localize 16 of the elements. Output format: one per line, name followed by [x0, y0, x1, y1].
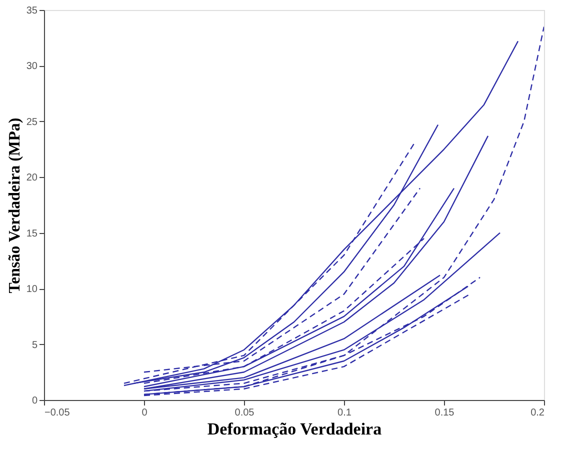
y-tick-label: 35 — [26, 6, 38, 16]
x-tick-label: 0.05 — [234, 408, 255, 418]
x-tick-label: 0.2 — [530, 408, 545, 418]
y-tick-label: 0 — [32, 396, 38, 406]
y-axis-title: Tensão Verdadeira (MPa) — [6, 118, 24, 294]
y-tick-label: 5 — [32, 340, 38, 351]
x-axis-title: Deformação Verdadeira — [207, 420, 382, 438]
x-tick-label: −0.05 — [44, 408, 70, 418]
x-tick-label: 0.1 — [338, 408, 352, 418]
y-tick-label: 25 — [26, 116, 38, 128]
y-tick-label: 10 — [26, 284, 38, 296]
x-tick-label: 0.15 — [434, 408, 455, 418]
y-tick-label: 15 — [26, 228, 38, 240]
y-tick-label: 20 — [26, 172, 38, 184]
y-tick-label: 30 — [26, 61, 38, 72]
x-tick-label: 0 — [142, 408, 148, 418]
